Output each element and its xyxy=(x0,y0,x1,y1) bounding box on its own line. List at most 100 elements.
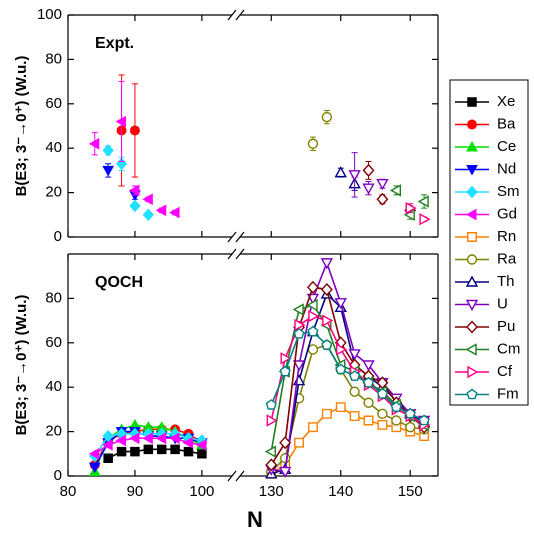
marker xyxy=(169,432,180,445)
x-tick-label: 100 xyxy=(189,483,214,500)
marker xyxy=(417,195,429,208)
marker xyxy=(465,275,479,287)
marker xyxy=(266,414,278,427)
marker xyxy=(182,436,193,449)
legend-label: Ba xyxy=(497,115,516,132)
axis-break xyxy=(235,231,245,243)
axis-break xyxy=(227,231,237,243)
marker xyxy=(405,421,416,433)
y-tick-label: 20 xyxy=(45,184,62,201)
marker xyxy=(88,462,101,474)
marker xyxy=(362,183,375,195)
marker xyxy=(183,446,194,457)
marker xyxy=(466,165,478,176)
marker xyxy=(142,208,155,222)
marker xyxy=(467,232,477,242)
marker xyxy=(376,192,389,206)
x-axis-label: N xyxy=(247,507,263,532)
marker xyxy=(279,453,291,464)
y-tick-label: 60 xyxy=(45,95,62,112)
marker xyxy=(156,444,167,455)
marker xyxy=(334,298,347,310)
x-tick-label: 140 xyxy=(328,483,353,500)
axis-break xyxy=(235,248,245,260)
marker xyxy=(349,411,360,422)
marker xyxy=(404,407,416,419)
panel-title: Expt. xyxy=(95,35,134,52)
marker xyxy=(279,436,292,450)
marker xyxy=(115,434,127,447)
marker xyxy=(322,314,334,327)
panel-title: QOCH xyxy=(95,274,143,291)
marker xyxy=(293,328,305,339)
legend-label: Ce xyxy=(497,138,516,155)
marker xyxy=(170,444,180,455)
marker xyxy=(466,185,478,199)
marker xyxy=(197,449,207,459)
marker xyxy=(320,282,333,297)
marker xyxy=(335,363,347,375)
y-tick-label: 40 xyxy=(45,378,62,395)
marker xyxy=(321,111,333,123)
marker xyxy=(129,199,141,213)
marker xyxy=(265,399,277,410)
marker xyxy=(129,125,140,136)
legend-label: Xe xyxy=(497,93,515,110)
y-tick-label: 0 xyxy=(54,467,62,484)
marker xyxy=(294,437,305,448)
marker xyxy=(116,446,127,457)
marker xyxy=(279,365,291,377)
marker xyxy=(336,343,348,356)
legend-label: Gd xyxy=(497,205,517,222)
y-tick-label: 40 xyxy=(45,139,62,156)
marker xyxy=(335,402,346,413)
legend-label: Ra xyxy=(497,250,517,267)
marker xyxy=(467,97,477,107)
marker xyxy=(466,388,478,400)
marker xyxy=(103,453,113,463)
y-tick-label: 80 xyxy=(45,289,62,306)
marker xyxy=(102,144,114,157)
marker xyxy=(465,343,477,356)
marker xyxy=(418,414,430,426)
marker xyxy=(376,179,389,191)
axis-break xyxy=(235,470,245,482)
marker xyxy=(292,303,304,316)
marker xyxy=(169,206,180,219)
marker xyxy=(264,445,276,458)
marker xyxy=(377,419,388,430)
marker xyxy=(280,352,292,365)
legend-label: Pu xyxy=(497,318,515,335)
marker xyxy=(142,193,153,206)
marker xyxy=(391,415,402,426)
marker xyxy=(265,458,278,472)
marker xyxy=(321,339,333,350)
marker xyxy=(128,184,140,197)
legend-box xyxy=(449,79,529,406)
marker xyxy=(307,280,319,294)
marker xyxy=(102,429,114,443)
x-tick-label: 130 xyxy=(259,483,284,500)
y-tick-label: 80 xyxy=(45,50,62,67)
marker xyxy=(349,370,361,381)
marker xyxy=(377,408,388,420)
y-axis-label: B(E3; 3⁻→0⁺) (W.u.) xyxy=(13,295,30,436)
marker xyxy=(128,432,140,445)
y-tick-label: 60 xyxy=(45,334,62,351)
marker xyxy=(292,374,306,386)
marker xyxy=(405,201,417,215)
legend-label: Th xyxy=(497,273,515,290)
marker xyxy=(130,446,140,457)
marker xyxy=(142,432,153,445)
marker xyxy=(307,138,319,149)
marker xyxy=(307,325,319,337)
marker xyxy=(102,165,115,177)
marker xyxy=(466,320,478,334)
y-axis-label: B(E3; 3⁻→0⁺) (W.u.) xyxy=(13,56,30,197)
marker xyxy=(334,166,347,178)
y-tick-label: 100 xyxy=(37,6,62,23)
marker xyxy=(308,309,320,323)
legend-label: U xyxy=(497,295,508,312)
marker xyxy=(155,432,167,445)
